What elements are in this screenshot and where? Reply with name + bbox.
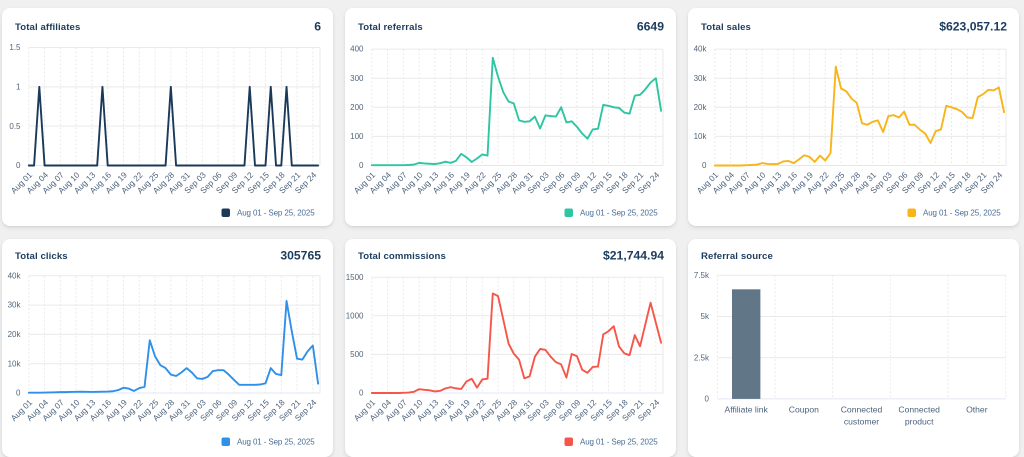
svg-text:Other: Other xyxy=(966,404,988,414)
svg-text:0: 0 xyxy=(16,389,21,398)
svg-text:0: 0 xyxy=(16,161,21,170)
svg-text:Aug 01 - Sep 25, 2025: Aug 01 - Sep 25, 2025 xyxy=(923,209,1001,218)
svg-text:10k: 10k xyxy=(8,359,22,368)
svg-text:0.5: 0.5 xyxy=(9,122,21,131)
svg-text:$623,057.12: $623,057.12 xyxy=(939,20,1007,34)
svg-text:Total clicks: Total clicks xyxy=(15,251,68,262)
svg-text:7.5k: 7.5k xyxy=(694,271,710,280)
svg-text:Connected: Connected xyxy=(841,404,883,414)
svg-text:1: 1 xyxy=(16,82,21,91)
svg-text:Aug 01 - Sep 25, 2025: Aug 01 - Sep 25, 2025 xyxy=(580,209,658,218)
svg-text:6: 6 xyxy=(314,20,321,34)
svg-text:6649: 6649 xyxy=(637,20,664,34)
svg-text:10k: 10k xyxy=(694,132,708,141)
svg-text:Aug 01 - Sep 25, 2025: Aug 01 - Sep 25, 2025 xyxy=(580,438,658,447)
svg-text:Affiliate link: Affiliate link xyxy=(725,404,769,414)
svg-text:1.5: 1.5 xyxy=(9,43,21,52)
svg-text:Aug 01 - Sep 25, 2025: Aug 01 - Sep 25, 2025 xyxy=(237,209,315,218)
svg-text:20k: 20k xyxy=(8,330,22,339)
svg-text:2.5k: 2.5k xyxy=(694,353,710,362)
svg-text:Total sales: Total sales xyxy=(701,22,751,33)
svg-text:200: 200 xyxy=(350,103,364,112)
svg-text:$21,744.94: $21,744.94 xyxy=(603,249,664,263)
svg-text:Total referrals: Total referrals xyxy=(358,22,423,33)
svg-text:40k: 40k xyxy=(694,45,708,54)
svg-text:product: product xyxy=(905,416,934,426)
svg-text:300: 300 xyxy=(350,74,364,83)
svg-text:5k: 5k xyxy=(701,312,710,321)
svg-text:0: 0 xyxy=(359,161,364,170)
svg-text:Total commissions: Total commissions xyxy=(358,251,446,262)
svg-text:30k: 30k xyxy=(8,301,22,310)
svg-text:40k: 40k xyxy=(8,271,22,280)
svg-text:30k: 30k xyxy=(694,74,708,83)
svg-text:400: 400 xyxy=(350,45,364,54)
svg-text:305765: 305765 xyxy=(280,249,321,263)
svg-text:Aug 01 - Sep 25, 2025: Aug 01 - Sep 25, 2025 xyxy=(237,438,315,447)
svg-text:500: 500 xyxy=(350,350,364,359)
svg-text:0: 0 xyxy=(359,389,364,398)
svg-text:Coupon: Coupon xyxy=(789,404,819,414)
svg-text:100: 100 xyxy=(350,132,364,141)
svg-text:Total affiliates: Total affiliates xyxy=(15,22,80,33)
svg-text:0: 0 xyxy=(702,161,707,170)
svg-text:customer: customer xyxy=(844,416,879,426)
svg-text:Connected: Connected xyxy=(898,404,940,414)
svg-text:1500: 1500 xyxy=(346,273,364,282)
svg-text:0: 0 xyxy=(705,395,710,404)
svg-text:1000: 1000 xyxy=(346,311,364,320)
svg-text:20k: 20k xyxy=(694,103,708,112)
svg-text:Referral source: Referral source xyxy=(701,251,773,262)
